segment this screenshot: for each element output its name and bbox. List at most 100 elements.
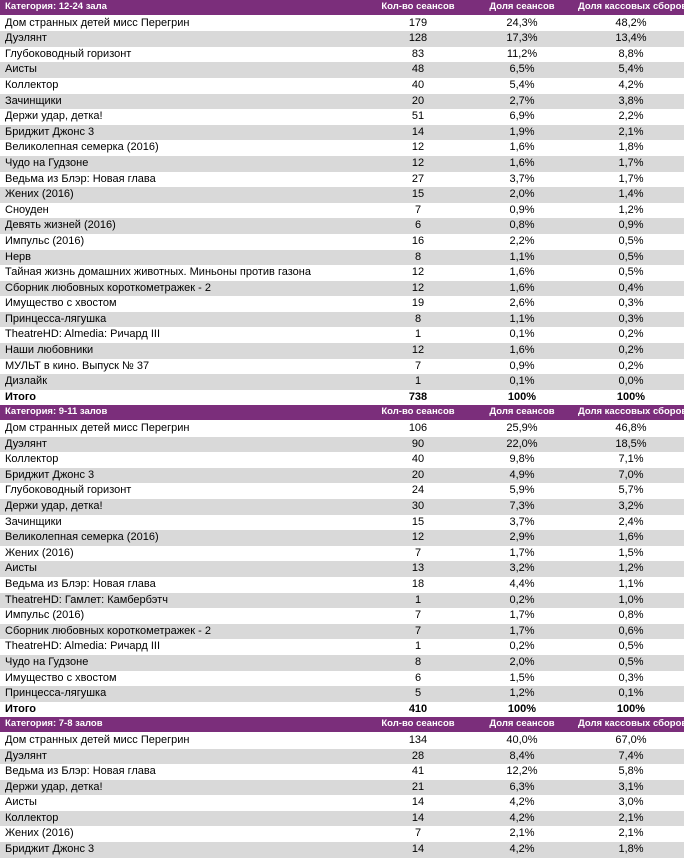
- film-title: Бриджит Джонс 3: [5, 468, 95, 481]
- sessions-count: 15: [411, 515, 425, 528]
- sessions-count: 20: [411, 468, 425, 481]
- sessions-count: 738: [408, 390, 428, 403]
- column-header: Доля кассовых сборов: [578, 1, 684, 12]
- sessions-count: 6: [414, 671, 422, 684]
- box-office-share: 0,5%: [618, 640, 644, 653]
- film-title: Принцесса-лягушка: [5, 312, 107, 325]
- sessions-share: 17,3%: [506, 32, 538, 45]
- box-office-share: 67,0%: [615, 733, 647, 746]
- table-row: Наши любовники 12 1,6% 0,2%: [0, 343, 684, 359]
- box-office-share: 1,4%: [618, 188, 644, 201]
- box-office-share: 2,1%: [618, 125, 644, 138]
- sessions-share: 2,7%: [509, 94, 535, 107]
- box-office-share: 100%: [616, 702, 646, 715]
- sessions-count: 12: [411, 281, 425, 294]
- table-row: Ведьма из Блэр: Новая глава 18 4,4% 1,1%: [0, 577, 684, 593]
- table-row: Великолепная семерка (2016) 12 1,6% 1,8%: [0, 140, 684, 156]
- sessions-count: 7: [414, 546, 422, 559]
- sessions-share: 4,2%: [509, 796, 535, 809]
- table-row: МУЛЬТ в кино. Выпуск № 37 7 0,9% 0,2%: [0, 359, 684, 375]
- film-title: Аисты: [5, 796, 37, 809]
- sessions-count: 6: [414, 219, 422, 232]
- film-title: TheatreHD: Almedia: Ричард III: [5, 640, 160, 653]
- column-header: Доля сеансов: [489, 718, 555, 730]
- sessions-count: 1: [414, 593, 422, 606]
- box-office-share: 0,5%: [618, 250, 644, 263]
- table-row: Ведьма из Блэр: Новая глава 27 3,7% 1,7%: [0, 172, 684, 188]
- box-office-share: 0,4%: [618, 281, 644, 294]
- table-row: Принцесса-лягушка 8 1,1% 0,3%: [0, 311, 684, 328]
- sessions-share: 0,9%: [509, 203, 535, 216]
- table-row: Сноуден 7 0,9% 1,2%: [0, 203, 684, 219]
- film-title: Жених (2016): [5, 827, 74, 840]
- sessions-count: 7: [414, 827, 422, 840]
- sessions-share: 0,9%: [509, 359, 535, 372]
- sessions-count: 90: [411, 437, 425, 450]
- sessions-share: 4,4%: [509, 577, 535, 590]
- sessions-share: 22,0%: [506, 437, 538, 450]
- film-title: Ведьма из Блэр: Новая глава: [5, 577, 156, 590]
- sessions-share: 0,2%: [509, 640, 535, 653]
- box-office-share: 7,1%: [618, 453, 644, 466]
- film-title: Чудо на Гудзоне: [5, 655, 89, 668]
- box-office-share: 0,5%: [618, 655, 644, 668]
- box-office-share: 1,7%: [618, 172, 644, 185]
- sessions-share: 5,4%: [509, 78, 535, 91]
- box-office-share: 0,3%: [618, 312, 644, 325]
- film-title: Ведьма из Блэр: Новая глава: [5, 172, 156, 185]
- sessions-count: 12: [411, 141, 425, 154]
- film-title: МУЛЬТ в кино. Выпуск № 37: [5, 359, 150, 372]
- sessions-share: 25,9%: [506, 422, 538, 435]
- film-title: Бриджит Джонс 3: [5, 125, 95, 138]
- column-header: Кол-во сеансов: [381, 406, 455, 418]
- sessions-share: 4,2%: [509, 811, 535, 824]
- box-office-share: 1,2%: [618, 203, 644, 216]
- film-title: Имущество с хвостом: [5, 671, 117, 684]
- box-office-share: 8,8%: [618, 47, 644, 60]
- table-row: Великолепная семерка (2016) 12 2,9% 1,6%: [0, 530, 684, 546]
- film-title: Девять жизней (2016): [5, 219, 116, 232]
- sessions-share: 9,8%: [509, 453, 535, 466]
- sessions-share: 2,1%: [509, 827, 535, 840]
- column-header: Доля кассовых сборов: [578, 406, 684, 418]
- film-title: Чудо на Гудзоне: [5, 156, 89, 169]
- box-office-share: 1,8%: [618, 141, 644, 154]
- box-office-share: 18,5%: [615, 437, 647, 450]
- box-office-share: 0,2%: [618, 344, 644, 357]
- box-office-share: 1,8%: [618, 843, 644, 856]
- sessions-share: 1,7%: [509, 609, 535, 622]
- category-title: Категория: 7-8 залов: [5, 718, 103, 730]
- table-row: Импульс (2016) 7 1,7% 0,8%: [0, 608, 684, 624]
- box-office-share: 3,1%: [618, 780, 644, 793]
- sessions-count: 410: [408, 702, 428, 715]
- table-row: Жених (2016) 15 2,0% 1,4%: [0, 187, 684, 203]
- table-row: Глубоководный горизонт 24 5,9% 5,7%: [0, 483, 684, 499]
- sessions-share: 1,6%: [509, 344, 535, 357]
- box-office-share: 5,4%: [618, 63, 644, 76]
- film-title: Тайная жизнь домашних животных. Миньоны …: [5, 266, 311, 279]
- film-title: Коллектор: [5, 453, 59, 466]
- film-title: Аисты: [5, 63, 37, 76]
- table-row: TheatreHD: Almedia: Ричард III 1 0,1% 0,2%: [0, 327, 684, 343]
- sessions-share: 0,1%: [509, 375, 535, 388]
- sessions-share: 1,6%: [509, 156, 535, 169]
- film-title: Имущество с хвостом: [5, 297, 117, 310]
- box-office-share: 5,7%: [618, 484, 644, 497]
- film-title: Держи удар, детка!: [5, 110, 103, 123]
- table-row: Коллектор 40 9,8% 7,1%: [0, 452, 684, 468]
- table-row: Зачинщики 15 3,7% 2,4%: [0, 515, 684, 531]
- sessions-share: 40,0%: [506, 733, 538, 746]
- total-row: Итого 410 100% 100%: [0, 702, 684, 718]
- sessions-share: 12,2%: [506, 765, 538, 778]
- sessions-share: 8,4%: [509, 749, 535, 762]
- total-label: Итого: [5, 390, 37, 403]
- table-row: Бриджит Джонс 3 20 4,9% 7,0%: [0, 467, 684, 484]
- sessions-count: 24: [411, 484, 425, 497]
- box-office-share: 0,0%: [618, 375, 644, 388]
- film-title: Аисты: [5, 562, 37, 575]
- sessions-count: 7: [414, 203, 422, 216]
- sessions-count: 7: [414, 609, 422, 622]
- table-row: Бриджит Джонс 3 14 1,9% 2,1%: [0, 124, 684, 141]
- table-row: Дуэлянт 28 8,4% 7,4%: [0, 748, 684, 765]
- table-row: Аисты 13 3,2% 1,2%: [0, 561, 684, 577]
